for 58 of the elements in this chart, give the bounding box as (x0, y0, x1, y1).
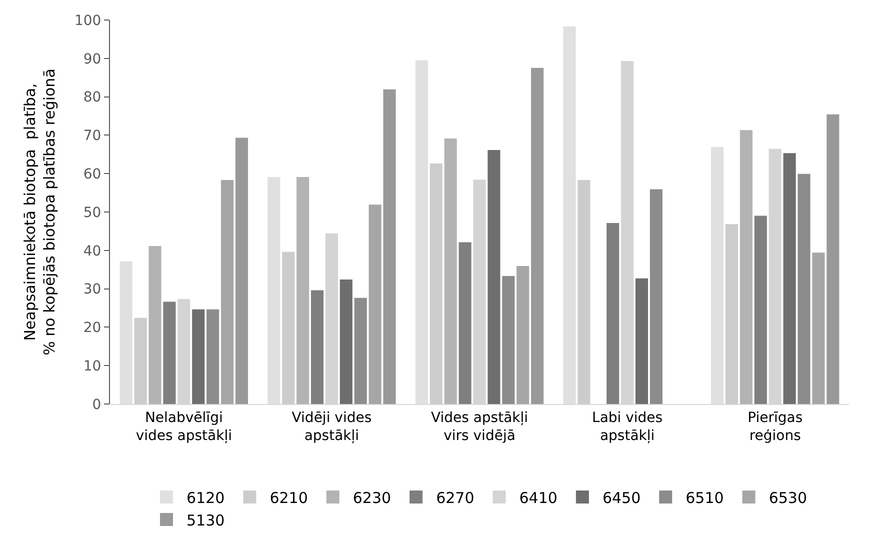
legend-label: 6120 (186, 488, 225, 507)
x-tick-label: Labi vides apstākļi (592, 410, 663, 444)
bar (502, 276, 515, 404)
bar (192, 309, 205, 404)
y-tick-label: 0 (92, 396, 102, 413)
bar (798, 174, 810, 404)
bar (754, 216, 767, 404)
bar (235, 138, 248, 404)
bar (134, 318, 147, 404)
bar (383, 89, 396, 404)
bar (606, 223, 620, 404)
legend-label: 6530 (768, 488, 807, 507)
bar (650, 189, 662, 404)
bar (740, 130, 752, 404)
bar (310, 290, 324, 404)
legend-label: 5130 (186, 511, 225, 530)
legend-label: 6450 (602, 488, 641, 507)
legend-label: 6210 (270, 488, 308, 507)
legend-label: 6270 (436, 488, 474, 507)
y-tick-label: 90 (83, 51, 102, 68)
bar (531, 68, 544, 404)
y-tick-label: 50 (83, 204, 102, 221)
y-tick-label: 100 (74, 12, 102, 29)
legend-label: 6410 (519, 488, 558, 507)
y-tick-label: 70 (83, 128, 102, 144)
bar (340, 279, 352, 404)
x-tick-label: Nelabvēlīgi vides apstākļi (136, 410, 232, 444)
bar (444, 138, 457, 404)
bar (578, 180, 590, 404)
bar (812, 252, 825, 404)
bar (296, 176, 310, 404)
bar (783, 153, 796, 404)
bar (826, 114, 840, 404)
bar (488, 150, 500, 404)
bar (206, 309, 220, 404)
bar (148, 246, 162, 404)
y-tick-label: 60 (83, 166, 102, 182)
y-tick-label: 40 (83, 243, 102, 260)
bar (282, 252, 295, 404)
bar (220, 180, 234, 404)
legend-label: 6510 (686, 488, 724, 507)
bar (354, 298, 367, 404)
bar (458, 242, 472, 404)
legend-label: 6230 (352, 488, 392, 507)
bar (163, 302, 176, 404)
x-tick-label: Vidēji vides apstākļi (292, 410, 372, 444)
y-tick-label: 20 (83, 320, 102, 336)
bar (725, 224, 738, 404)
bar (635, 278, 648, 404)
x-tick-label: Vides apstākļi virs vidējā (430, 410, 528, 444)
bar (430, 164, 442, 404)
bar (368, 204, 382, 404)
y-tick-label: 80 (83, 90, 102, 106)
y-tick-label: 10 (83, 358, 102, 374)
y-tick-label: 30 (83, 282, 102, 298)
bar (516, 266, 530, 404)
y-axis-title: Neapsaimniekotā biotopa platība, % no kopējās biotopa platības reģionā (21, 68, 59, 356)
x-tick-label: Pierīgas reģions (748, 410, 803, 444)
